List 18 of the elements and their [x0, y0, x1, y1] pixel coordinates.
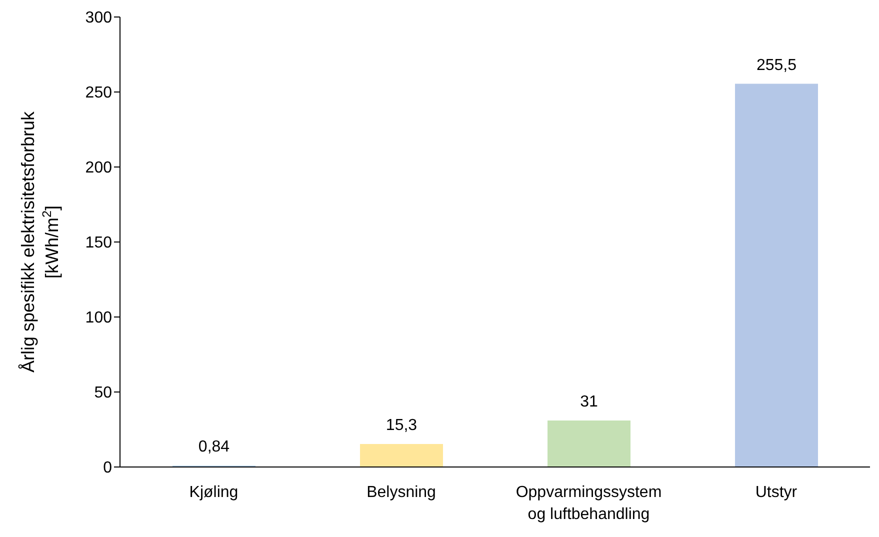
y-tick-label: 0	[103, 460, 112, 477]
bar	[548, 420, 630, 467]
y-tick-label: 150	[85, 234, 112, 252]
bar	[735, 84, 818, 467]
data-label: 255,5	[756, 56, 797, 74]
y-tick-label: 50	[94, 384, 112, 402]
data-label: 15,3	[386, 417, 418, 434]
y-tick-label: 100	[85, 310, 112, 327]
data-label: 31	[580, 394, 598, 410]
y-tick-label: 250	[85, 84, 112, 102]
x-tick-label: Kjøling	[189, 484, 238, 501]
bar	[360, 444, 443, 467]
x-tick-label: Belysning	[366, 484, 436, 501]
x-tick-label: Oppvarmingssystem og luftbehandling	[516, 484, 662, 523]
y-tick-label: 200	[85, 160, 112, 177]
x-tick-label: Utstyr	[755, 484, 798, 501]
data-label: 0,84	[198, 438, 230, 456]
y-tick-label: 300	[85, 10, 112, 27]
